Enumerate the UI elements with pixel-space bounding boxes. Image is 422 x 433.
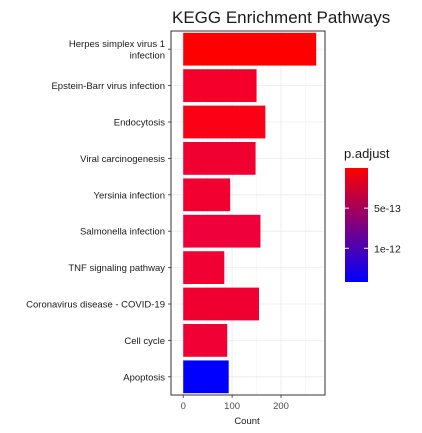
x-tick-label-2: 200 [273,401,289,412]
x-axis-title: Count [234,416,260,427]
legend: p.adjust 5e-13 1e-12 [344,146,401,282]
legend-title: p.adjust [344,146,390,161]
y-tick-label-0-0: Herpes simplex virus 1 [69,39,165,50]
bars [183,32,317,394]
y-tick-label-9-0: Apoptosis [123,372,165,383]
y-tick-label-2-0: Endocytosis [114,118,165,129]
chart-title: KEGG Enrichment Pathways [172,8,390,27]
bar-8 [183,324,228,357]
x-tick-label-0: 0 [181,401,186,412]
bar-6 [183,251,225,284]
y-tick-label-8-0: Cell cycle [124,336,165,347]
bar-0 [183,32,317,66]
y-tick-label-7-0: Coronavirus disease - COVID-19 [26,300,165,311]
y-tick-label-6-0: TNF signaling pathway [68,263,165,274]
colorbar-label-0: 5e-13 [374,203,401,215]
bar-5 [183,214,261,248]
y-tick-label-4-0: Yersinia infection [94,190,165,201]
colorbar-ticks: 5e-13 1e-12 [345,203,401,255]
colorbar [345,168,368,282]
bar-9 [183,360,229,394]
bar-2 [183,105,266,139]
x-tick-label-1: 100 [224,401,240,412]
bar-1 [183,69,257,102]
y-tick-label-5-0: Salmonella infection [80,227,165,238]
y-tick-label-0-1: infection [130,50,165,61]
x-axis: 0 100 200 [181,395,289,412]
y-tick-label-1-0: Epstein-Barr virus infection [51,81,165,92]
bar-3 [183,142,256,175]
plot-border [170,30,326,396]
colorbar-label-1: 1e-12 [374,243,401,255]
bar-7 [183,287,259,321]
y-tick-label-3-0: Viral carcinogenesis [80,154,165,165]
bar-4 [183,178,231,212]
